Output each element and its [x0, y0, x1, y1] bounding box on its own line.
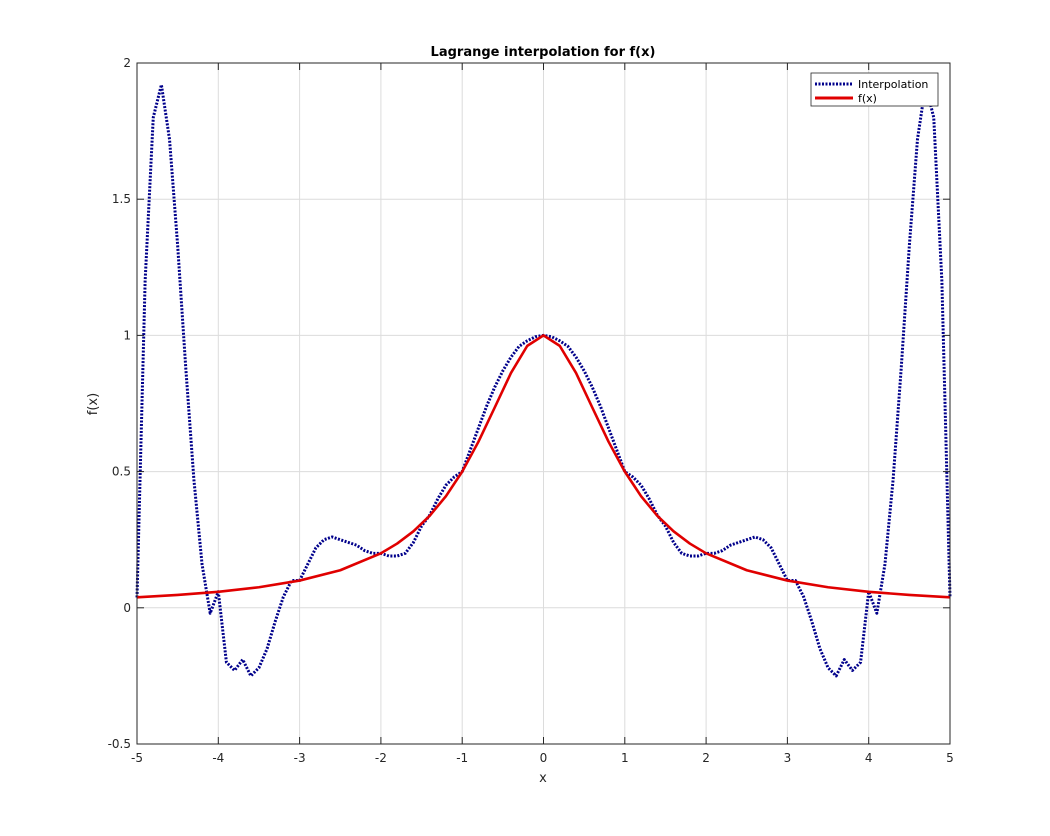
x-tick-label: -3 — [294, 751, 306, 765]
tick-layer: -5 -4 -3 -2 -1 0 1 2 3 4 5 -0.5 0 0.5 1 1.5 2 — [108, 56, 954, 765]
series-layer — [135, 83, 952, 678]
x-tick-label: 4 — [865, 751, 873, 765]
series-line-fx — [136, 334, 951, 599]
y-tick-label: 0.5 — [112, 465, 131, 479]
y-tick-label: 1.5 — [112, 192, 131, 206]
legend: Interpolation f(x) — [810, 72, 939, 107]
legend-label-fx: f(x) — [858, 92, 877, 105]
x-tick-label: 3 — [784, 751, 792, 765]
y-tick-label: 1 — [123, 328, 131, 342]
x-tick-label: 0 — [540, 751, 548, 765]
y-tick-label: 2 — [123, 56, 131, 70]
x-tick-label: 2 — [702, 751, 710, 765]
x-axis-label: x — [539, 771, 547, 786]
x-tick-label: 5 — [946, 751, 954, 765]
legend-box — [810, 72, 939, 107]
y-tick-label: 0 — [123, 601, 131, 615]
x-tick-label: -2 — [375, 751, 387, 765]
legend-label-interpolation: Interpolation — [858, 78, 928, 91]
x-tick-label: -5 — [131, 751, 143, 765]
chart-title: Lagrange interpolation for f(x) — [431, 45, 656, 60]
x-tick-label: 1 — [621, 751, 629, 765]
y-axis-label: f(x) — [86, 393, 101, 415]
x-tick-label: -4 — [212, 751, 224, 765]
x-tick-label: -1 — [456, 751, 468, 765]
y-tick-label: -0.5 — [108, 737, 131, 751]
